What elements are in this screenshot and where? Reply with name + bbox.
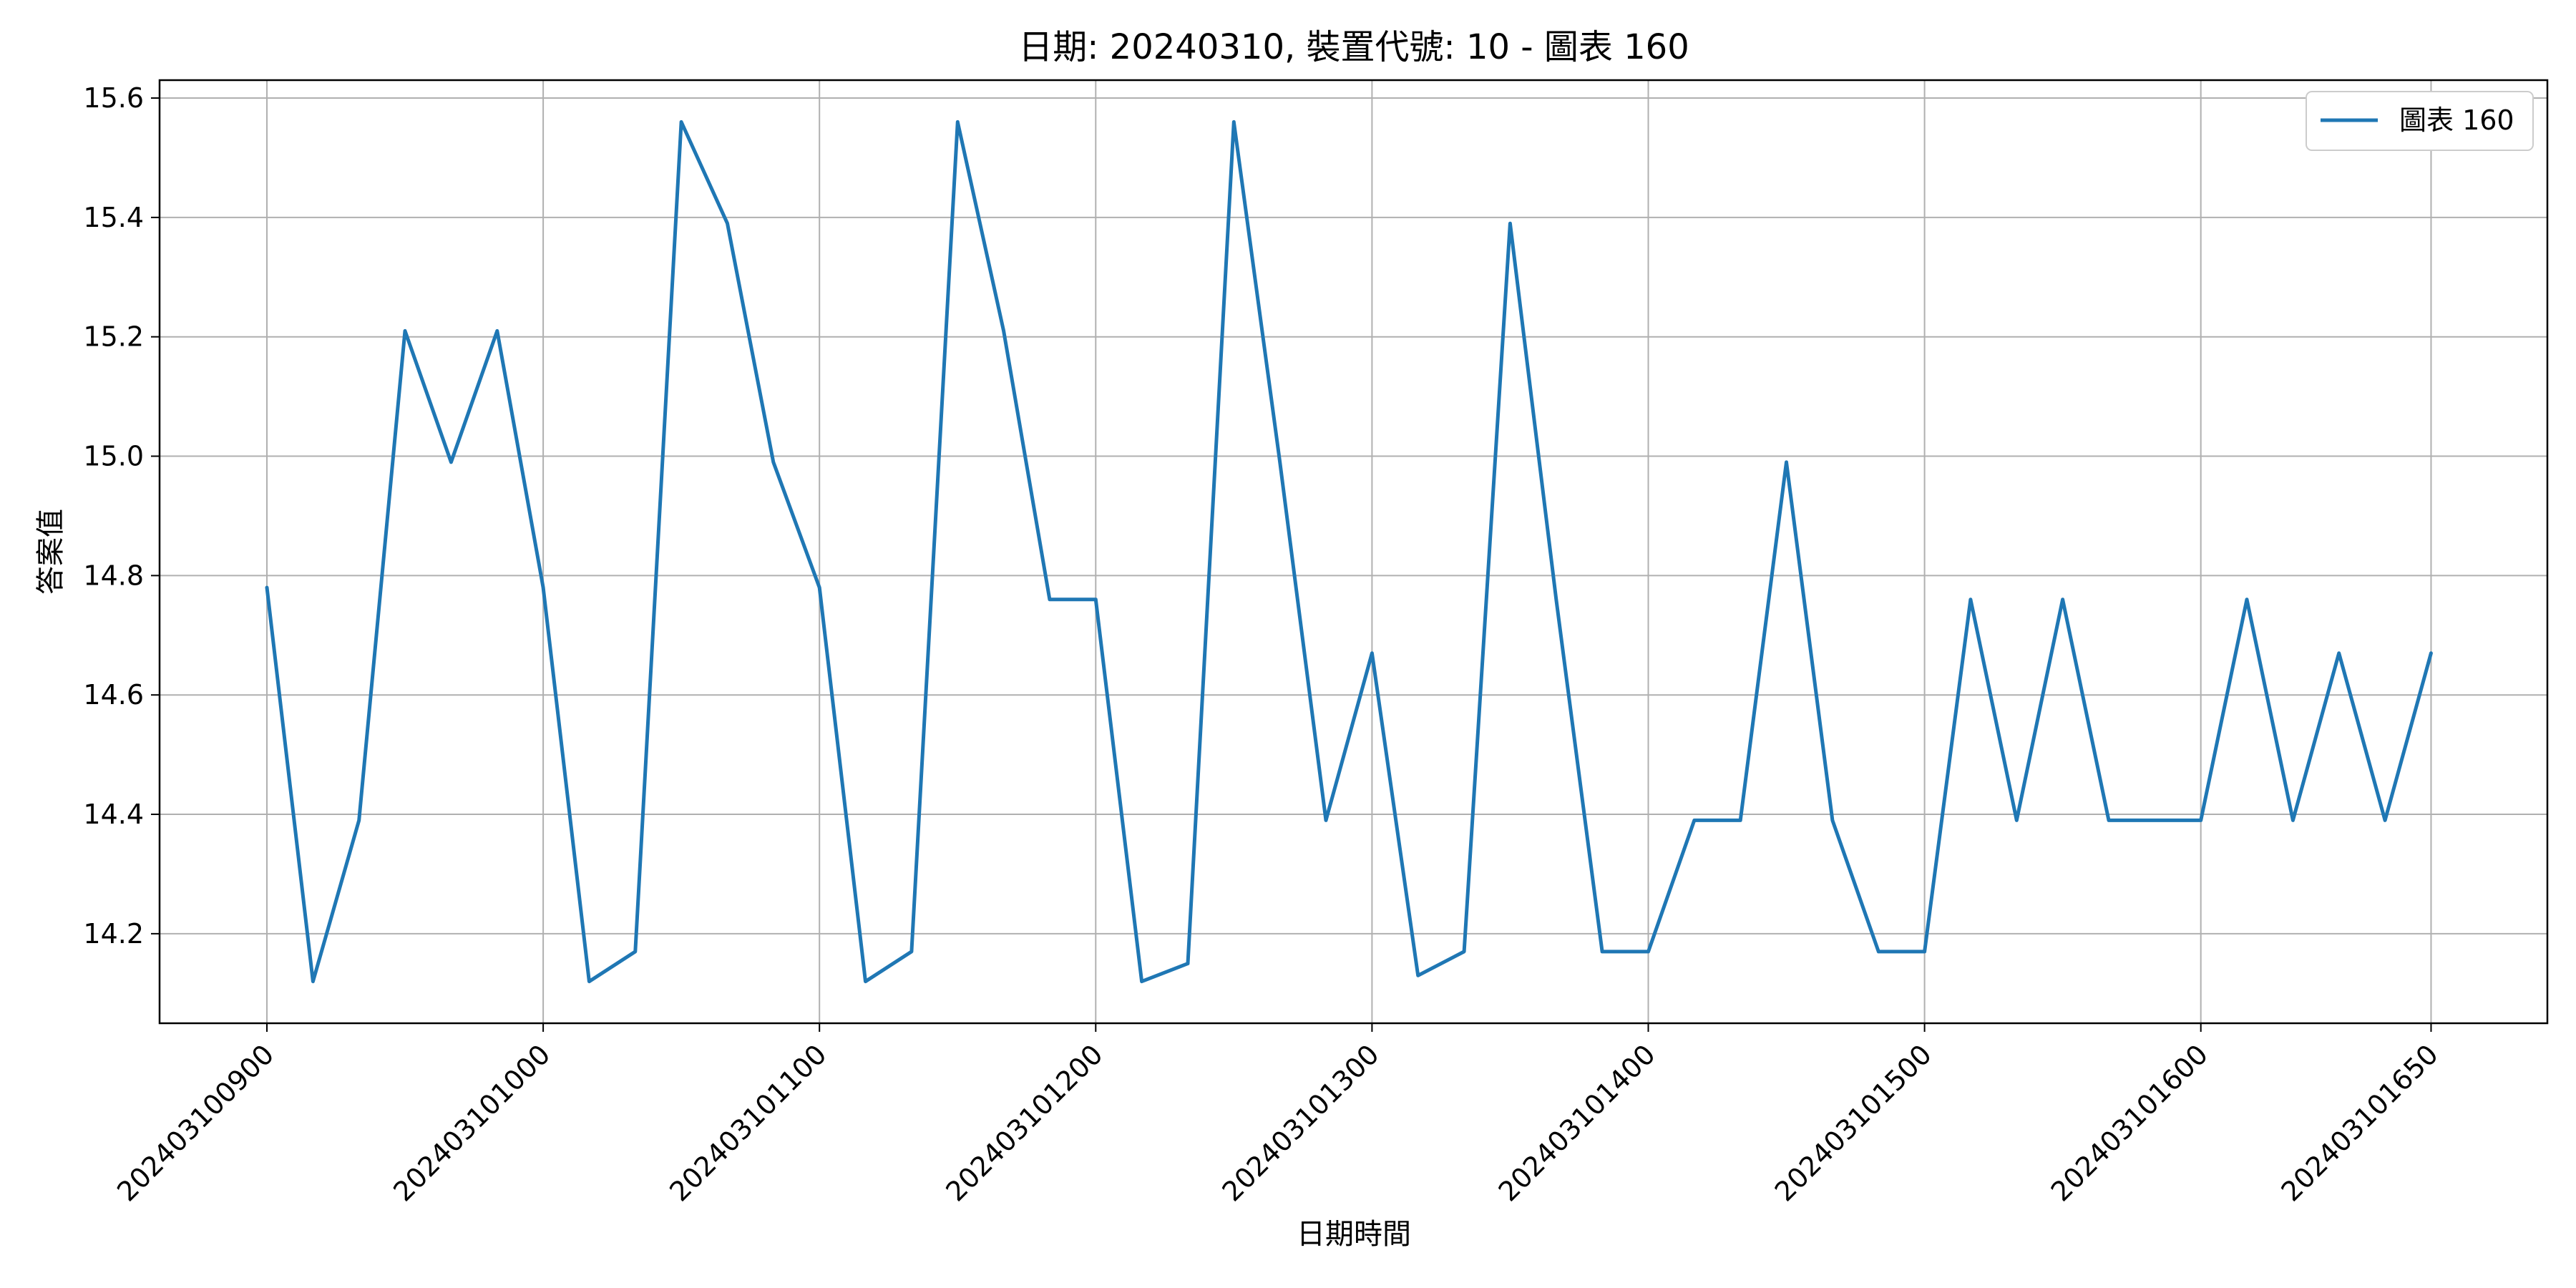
chart-title: 日期: 20240310, 裝置代號: 10 - 圖表 160 — [1018, 27, 1689, 67]
x-axis-label: 日期時間 — [1297, 1218, 1411, 1251]
y-tick-label: 14.8 — [83, 560, 144, 591]
y-tick-label: 15.0 — [83, 441, 144, 472]
plot-area-frame — [158, 79, 2549, 1025]
y-tick-label: 14.4 — [83, 799, 144, 830]
y-axis-label: 答案值 — [34, 509, 67, 595]
legend: 圖表 160 — [2306, 91, 2534, 151]
y-tick-label: 14.2 — [83, 918, 144, 950]
y-tick-label: 15.6 — [83, 82, 144, 114]
y-axis: 14.2 14.4 14.6 14.8 15.0 15.2 15.4 15.6 — [83, 82, 160, 950]
legend-box — [2306, 91, 2534, 151]
legend-label: 圖表 160 — [2399, 104, 2514, 136]
y-tick-label: 14.6 — [83, 679, 144, 711]
grid — [160, 80, 2547, 1023]
y-tick-label: 15.2 — [83, 321, 144, 353]
y-tick-label: 15.4 — [83, 202, 144, 233]
series-line — [265, 119, 2433, 984]
